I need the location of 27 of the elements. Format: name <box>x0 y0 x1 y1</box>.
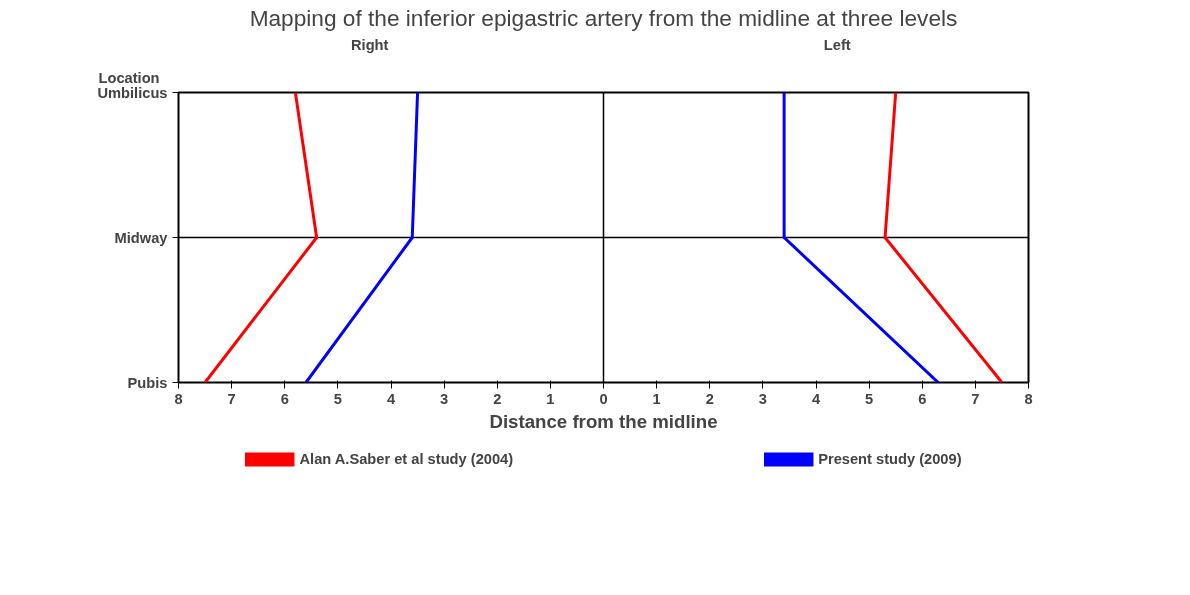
legend-label: Alan A.Saber et al study (2004) <box>299 451 514 467</box>
x-tick-label: 1 <box>652 390 661 407</box>
x-tick-label: 8 <box>1024 390 1033 407</box>
y-tick-label: Umbilicus <box>97 84 168 101</box>
x-tick-label: 2 <box>705 390 714 407</box>
x-tick-label: 7 <box>227 390 236 407</box>
text: Right <box>351 36 389 53</box>
x-tick-label: 6 <box>280 390 289 407</box>
x-tick-label: 3 <box>440 390 449 407</box>
x-axis-title: Distance from the midline <box>489 410 718 432</box>
x-tick-label: 4 <box>386 390 396 407</box>
x-tick-label: 8 <box>174 390 183 407</box>
x-tick-label: 1 <box>546 390 555 407</box>
x-tick-label: 5 <box>865 390 874 407</box>
y-tick-label: Pubis <box>127 374 168 391</box>
x-tick-label: 4 <box>811 390 821 407</box>
y-axis-title: Location <box>98 69 160 86</box>
legend-label: Present study (2009) <box>818 451 962 467</box>
x-tick-label: 2 <box>493 390 502 407</box>
y-tick-label: Midway <box>114 229 169 246</box>
text: Left <box>823 36 851 53</box>
x-tick-label: 0 <box>599 390 608 407</box>
chart-title: Mapping of the inferior epigastric artery from the midline at three levels <box>249 5 958 31</box>
x-tick-label: 7 <box>971 390 980 407</box>
x-tick-label: 5 <box>333 390 342 407</box>
x-tick-label: 6 <box>918 390 927 407</box>
x-tick-label: 3 <box>758 390 767 407</box>
